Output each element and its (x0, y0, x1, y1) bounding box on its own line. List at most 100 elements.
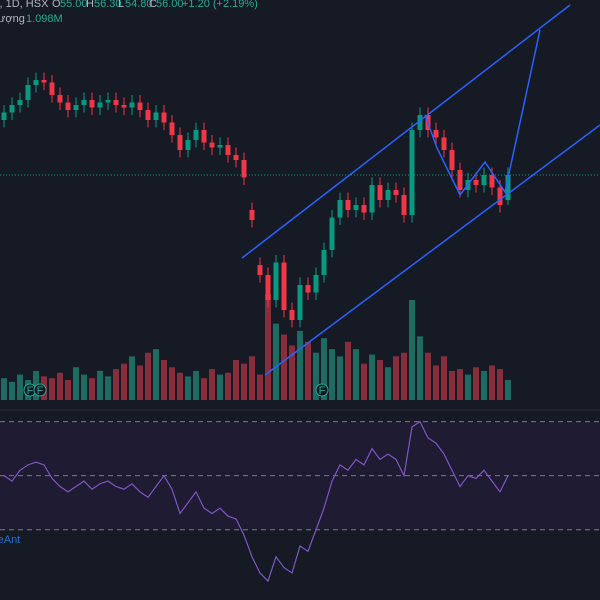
volume-bar (473, 367, 479, 400)
candle-body (177, 135, 183, 150)
candle-body (457, 170, 463, 190)
volume-bar (361, 363, 367, 400)
low-value: 54.80 (125, 0, 153, 10)
volume-bar (441, 356, 447, 400)
candle-body (409, 130, 415, 215)
volume-bar (73, 367, 79, 400)
symbol: c, 1D, HSX (0, 0, 49, 10)
candle-body (313, 275, 319, 293)
rsi-pane (0, 420, 600, 583)
volume-bar (17, 374, 23, 400)
volume-bar (257, 374, 263, 400)
marker-label: F (27, 385, 34, 397)
candle-body (121, 105, 127, 108)
volume-bar (329, 349, 335, 400)
candle-body (273, 262, 279, 300)
volume-bar (249, 356, 255, 400)
candle-body (241, 160, 247, 178)
volume-bar (369, 354, 375, 400)
candle-body (185, 140, 191, 150)
candle-body (337, 200, 343, 218)
candle-body (161, 112, 167, 123)
candle-body (25, 85, 31, 100)
volume-bar (137, 365, 143, 400)
volume-bar (201, 378, 207, 400)
volume-bar (153, 349, 159, 400)
candle-body (105, 100, 111, 103)
volume-bar (409, 300, 415, 400)
open-value: 55.00 (60, 0, 88, 10)
candle-body (249, 210, 255, 220)
marker (33, 383, 47, 397)
close-label: C (149, 0, 157, 10)
candle-body (113, 100, 119, 105)
marker-label: F (319, 385, 326, 397)
volume-bar (209, 369, 215, 400)
open-label: O (52, 0, 61, 10)
volume-bar (9, 381, 15, 400)
candle-body (305, 285, 311, 293)
volume-bar (169, 367, 175, 400)
marker (315, 383, 329, 397)
candle-body (193, 130, 199, 140)
candle-body (49, 82, 55, 95)
volume-bar (145, 352, 151, 400)
candle-body (393, 190, 399, 195)
volume-bar (417, 336, 423, 400)
candle-body (89, 100, 95, 108)
candle-body (41, 80, 47, 83)
candle-body (1, 112, 7, 120)
candle-body (505, 175, 511, 200)
candle-body (473, 180, 479, 185)
volume-bar (449, 370, 455, 400)
volume-bar (273, 323, 279, 400)
candle-body (97, 102, 103, 108)
candle-body (441, 137, 447, 150)
candle-body (345, 200, 351, 210)
volume-bar (217, 374, 223, 400)
volume-bar (89, 378, 95, 400)
candle-body (217, 145, 223, 148)
volume-bar (185, 376, 191, 400)
candle-body (377, 185, 383, 200)
volume-bar (225, 372, 231, 400)
volume-bar (57, 372, 63, 400)
candle-body (297, 285, 303, 320)
high-label: H (86, 0, 94, 10)
volume-bar (401, 352, 407, 400)
volume-bar (193, 370, 199, 400)
volume-bar (105, 376, 111, 400)
candle-body (329, 217, 335, 250)
high-value: 56.30 (94, 0, 122, 10)
candle-body (281, 262, 287, 310)
volume-bar (377, 360, 383, 400)
candle-body (233, 155, 239, 160)
candle-body (369, 185, 375, 213)
volume-bar (481, 370, 487, 400)
volume-bar (1, 378, 7, 400)
volume-bar (49, 378, 55, 400)
candle-body (73, 105, 79, 110)
candle-body (201, 130, 207, 143)
watermark: reAnt (0, 534, 20, 546)
candle-body (497, 187, 503, 205)
candle-body (417, 115, 423, 130)
candle-body (385, 190, 391, 200)
volume-bar (81, 374, 87, 400)
volume-bar (265, 294, 271, 400)
candle-body (145, 110, 151, 120)
volume-bar (233, 360, 239, 400)
trend-line (241, 4, 571, 259)
candle-body (265, 275, 271, 300)
candle-body (401, 195, 407, 215)
candle-body (489, 175, 495, 188)
candle-body (209, 142, 215, 148)
volume-bar (313, 352, 319, 400)
candle-body (33, 80, 39, 85)
volume-bar (433, 365, 439, 400)
volume-bar (289, 345, 295, 400)
candle-body (81, 100, 87, 105)
marker-label: F (37, 385, 44, 397)
candle-body (353, 205, 359, 210)
